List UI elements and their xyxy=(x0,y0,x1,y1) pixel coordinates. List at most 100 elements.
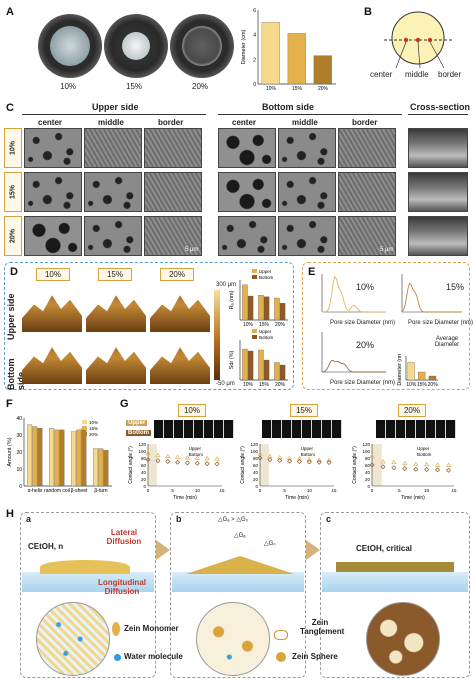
y-tick-label: 20 xyxy=(365,477,371,482)
label-center: center xyxy=(370,70,393,79)
legend-swatch xyxy=(252,329,257,333)
data-point xyxy=(165,453,171,459)
y-tick-label: 120 xyxy=(138,442,146,447)
x-tick-label: 15% xyxy=(292,86,303,92)
legend-swatch xyxy=(252,269,257,273)
y-tick-label: 0 xyxy=(143,484,146,489)
bar xyxy=(71,431,77,487)
sem-upper-border-20 xyxy=(144,216,202,256)
x-tick-label: 15 xyxy=(219,488,225,493)
h-zoom-b xyxy=(196,602,270,676)
h-frame-a xyxy=(20,512,156,678)
h-delta-a: △Gₐ xyxy=(234,533,246,539)
y-tick-label: 100 xyxy=(362,449,370,454)
upper-side-header: Upper side xyxy=(92,102,139,112)
data-point xyxy=(175,459,181,465)
data-point xyxy=(316,459,322,465)
label-middle: middle xyxy=(405,70,429,79)
y-tick-label: 0 xyxy=(255,484,258,489)
x-tick-label: 0 xyxy=(147,488,150,493)
arrow-right-icon xyxy=(156,540,170,560)
x-axis-label: Time (min) xyxy=(285,495,309,500)
data-point xyxy=(277,457,283,463)
scale-bar-bottom: 5 μm xyxy=(380,247,394,253)
y-tick-label: 60 xyxy=(365,463,371,468)
y-axis-label: Diameter (cm) xyxy=(241,29,247,64)
x-tick-label: 0 xyxy=(371,488,374,493)
h-water-a xyxy=(22,572,154,592)
data-point xyxy=(145,450,151,455)
bar xyxy=(54,429,60,487)
data-point xyxy=(257,451,263,456)
y-axis-label: Sdr (%) xyxy=(229,351,235,370)
bar xyxy=(76,429,82,487)
shaded-region xyxy=(260,444,269,486)
y-tick-label: 0 xyxy=(367,484,370,489)
sem-bottom-border-15 xyxy=(338,172,396,212)
sem-bottom-border-20 xyxy=(338,216,396,256)
h-longitudinal: Longitudinal Diffusion xyxy=(98,578,146,596)
data-point xyxy=(306,459,312,465)
h-film-c xyxy=(336,562,454,572)
panel-label-a: A xyxy=(6,6,14,18)
bar xyxy=(242,348,248,381)
bar xyxy=(313,55,332,85)
sem-bottom-center-10 xyxy=(218,128,276,168)
col-center-upper: center xyxy=(38,118,63,127)
data-point xyxy=(287,458,293,464)
data-point xyxy=(369,453,375,459)
data-point xyxy=(165,459,171,464)
legend-label: Upper xyxy=(301,446,314,451)
y-axis-label: Contact angle (°) xyxy=(352,446,358,484)
legend-label: 10% xyxy=(89,420,98,425)
chart-a-diameter: 0 2 4 6 Diameter (cm) 10% 15% 20% xyxy=(241,8,336,92)
chart-g-10: 0 20 40 60 80 100 120 0 5 10 15 Time (min) Contact a… xyxy=(128,442,225,500)
y-tick-label: 2 xyxy=(253,57,256,63)
sem-bottom-middle-15 xyxy=(278,172,336,212)
panel-label-h: H xyxy=(6,508,14,520)
y-tick-label: 80 xyxy=(141,456,147,461)
y-tick-label: 40 xyxy=(365,470,371,475)
petri-dish-10 xyxy=(38,14,102,78)
shaded-region xyxy=(372,444,382,486)
x-tick-label: 10% xyxy=(243,382,254,388)
x-tick-label: 20% xyxy=(318,86,329,92)
col-center-bottom: center xyxy=(232,118,257,127)
y-tick-label: 30 xyxy=(16,433,22,439)
data-point xyxy=(424,467,430,473)
g-droplets-10 xyxy=(154,420,234,438)
y-axis-label: Rₐ (nm) xyxy=(229,290,235,309)
x-tick-label: 10 xyxy=(424,488,430,493)
h-film-a xyxy=(40,560,130,574)
e-pct-20: 20% xyxy=(356,340,375,350)
colorbar-top: 300 μm xyxy=(216,282,237,288)
chart-e-15 xyxy=(401,274,462,313)
h-sub-c: c xyxy=(326,514,332,524)
colorbar-bottom: -50 μm xyxy=(216,381,235,387)
bar xyxy=(247,295,254,321)
sem-cross-10 xyxy=(408,128,468,168)
legend-label: Upper xyxy=(417,446,430,451)
bar xyxy=(49,428,55,487)
y-tick-label: 40 xyxy=(16,416,22,422)
data-point xyxy=(380,464,386,470)
h-legend-tanglement: Zein Tanglement xyxy=(300,618,345,636)
panel-label-f: F xyxy=(6,398,13,410)
x-tick-label: 0 xyxy=(259,488,262,493)
bar xyxy=(418,371,426,381)
e-pct-10: 10% xyxy=(356,282,375,292)
g-strip-bottom: Bottom xyxy=(126,430,151,436)
y-tick-label: 20 xyxy=(141,477,147,482)
sem-upper-border-15 xyxy=(144,172,202,212)
sem-upper-middle-10 xyxy=(84,128,142,168)
panel-d-frame xyxy=(4,262,294,390)
sem-bottom-border-10 xyxy=(338,128,396,168)
bar xyxy=(274,297,280,321)
data-point xyxy=(402,466,408,471)
bottom-side-header: Bottom side xyxy=(262,102,315,112)
col-border-upper: border xyxy=(158,118,184,127)
x-tick-label: 20% xyxy=(275,322,286,328)
x-tick-label: 15 xyxy=(451,488,457,493)
g-pct-15: 15% xyxy=(290,404,318,417)
y-tick-label: 60 xyxy=(253,463,259,468)
